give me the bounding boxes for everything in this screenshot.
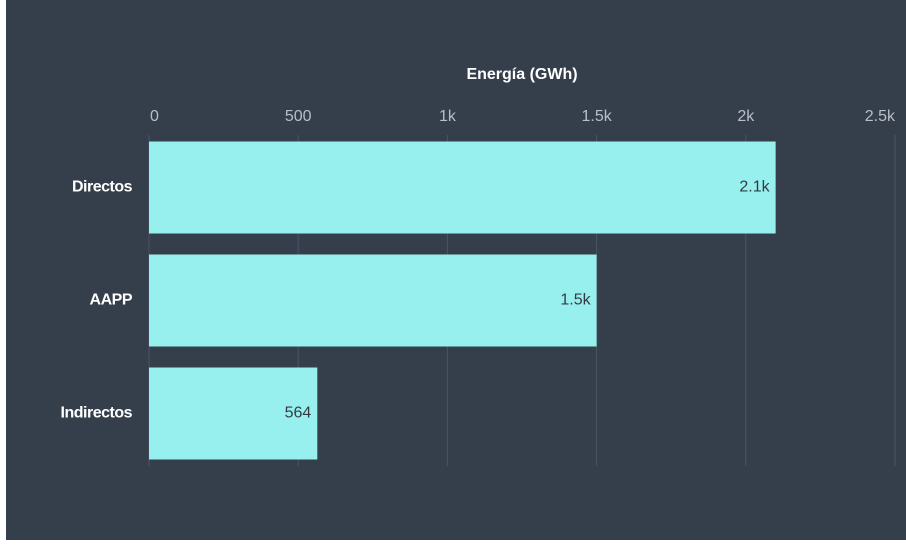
bar xyxy=(149,367,318,460)
bar xyxy=(149,254,597,347)
x-tick-label: 500 xyxy=(285,108,312,125)
y-tick-label: AAPP xyxy=(90,292,133,309)
x-tick-label: 1k xyxy=(439,108,457,125)
y-tick-label: Directos xyxy=(72,179,133,196)
value-label: 564 xyxy=(285,405,312,422)
x-tick-label: 1.5k xyxy=(581,108,612,125)
value-label: 2.1k xyxy=(739,179,770,196)
value-label: 1.5k xyxy=(560,292,591,309)
bar xyxy=(149,141,776,234)
x-tick-label: 2.5k xyxy=(865,108,896,125)
x-tick-label: 2k xyxy=(737,108,755,125)
axis-title: Energía (GWh) xyxy=(466,66,577,83)
y-tick-label: Indirectos xyxy=(61,405,133,422)
x-tick-label: 0 xyxy=(150,108,159,125)
